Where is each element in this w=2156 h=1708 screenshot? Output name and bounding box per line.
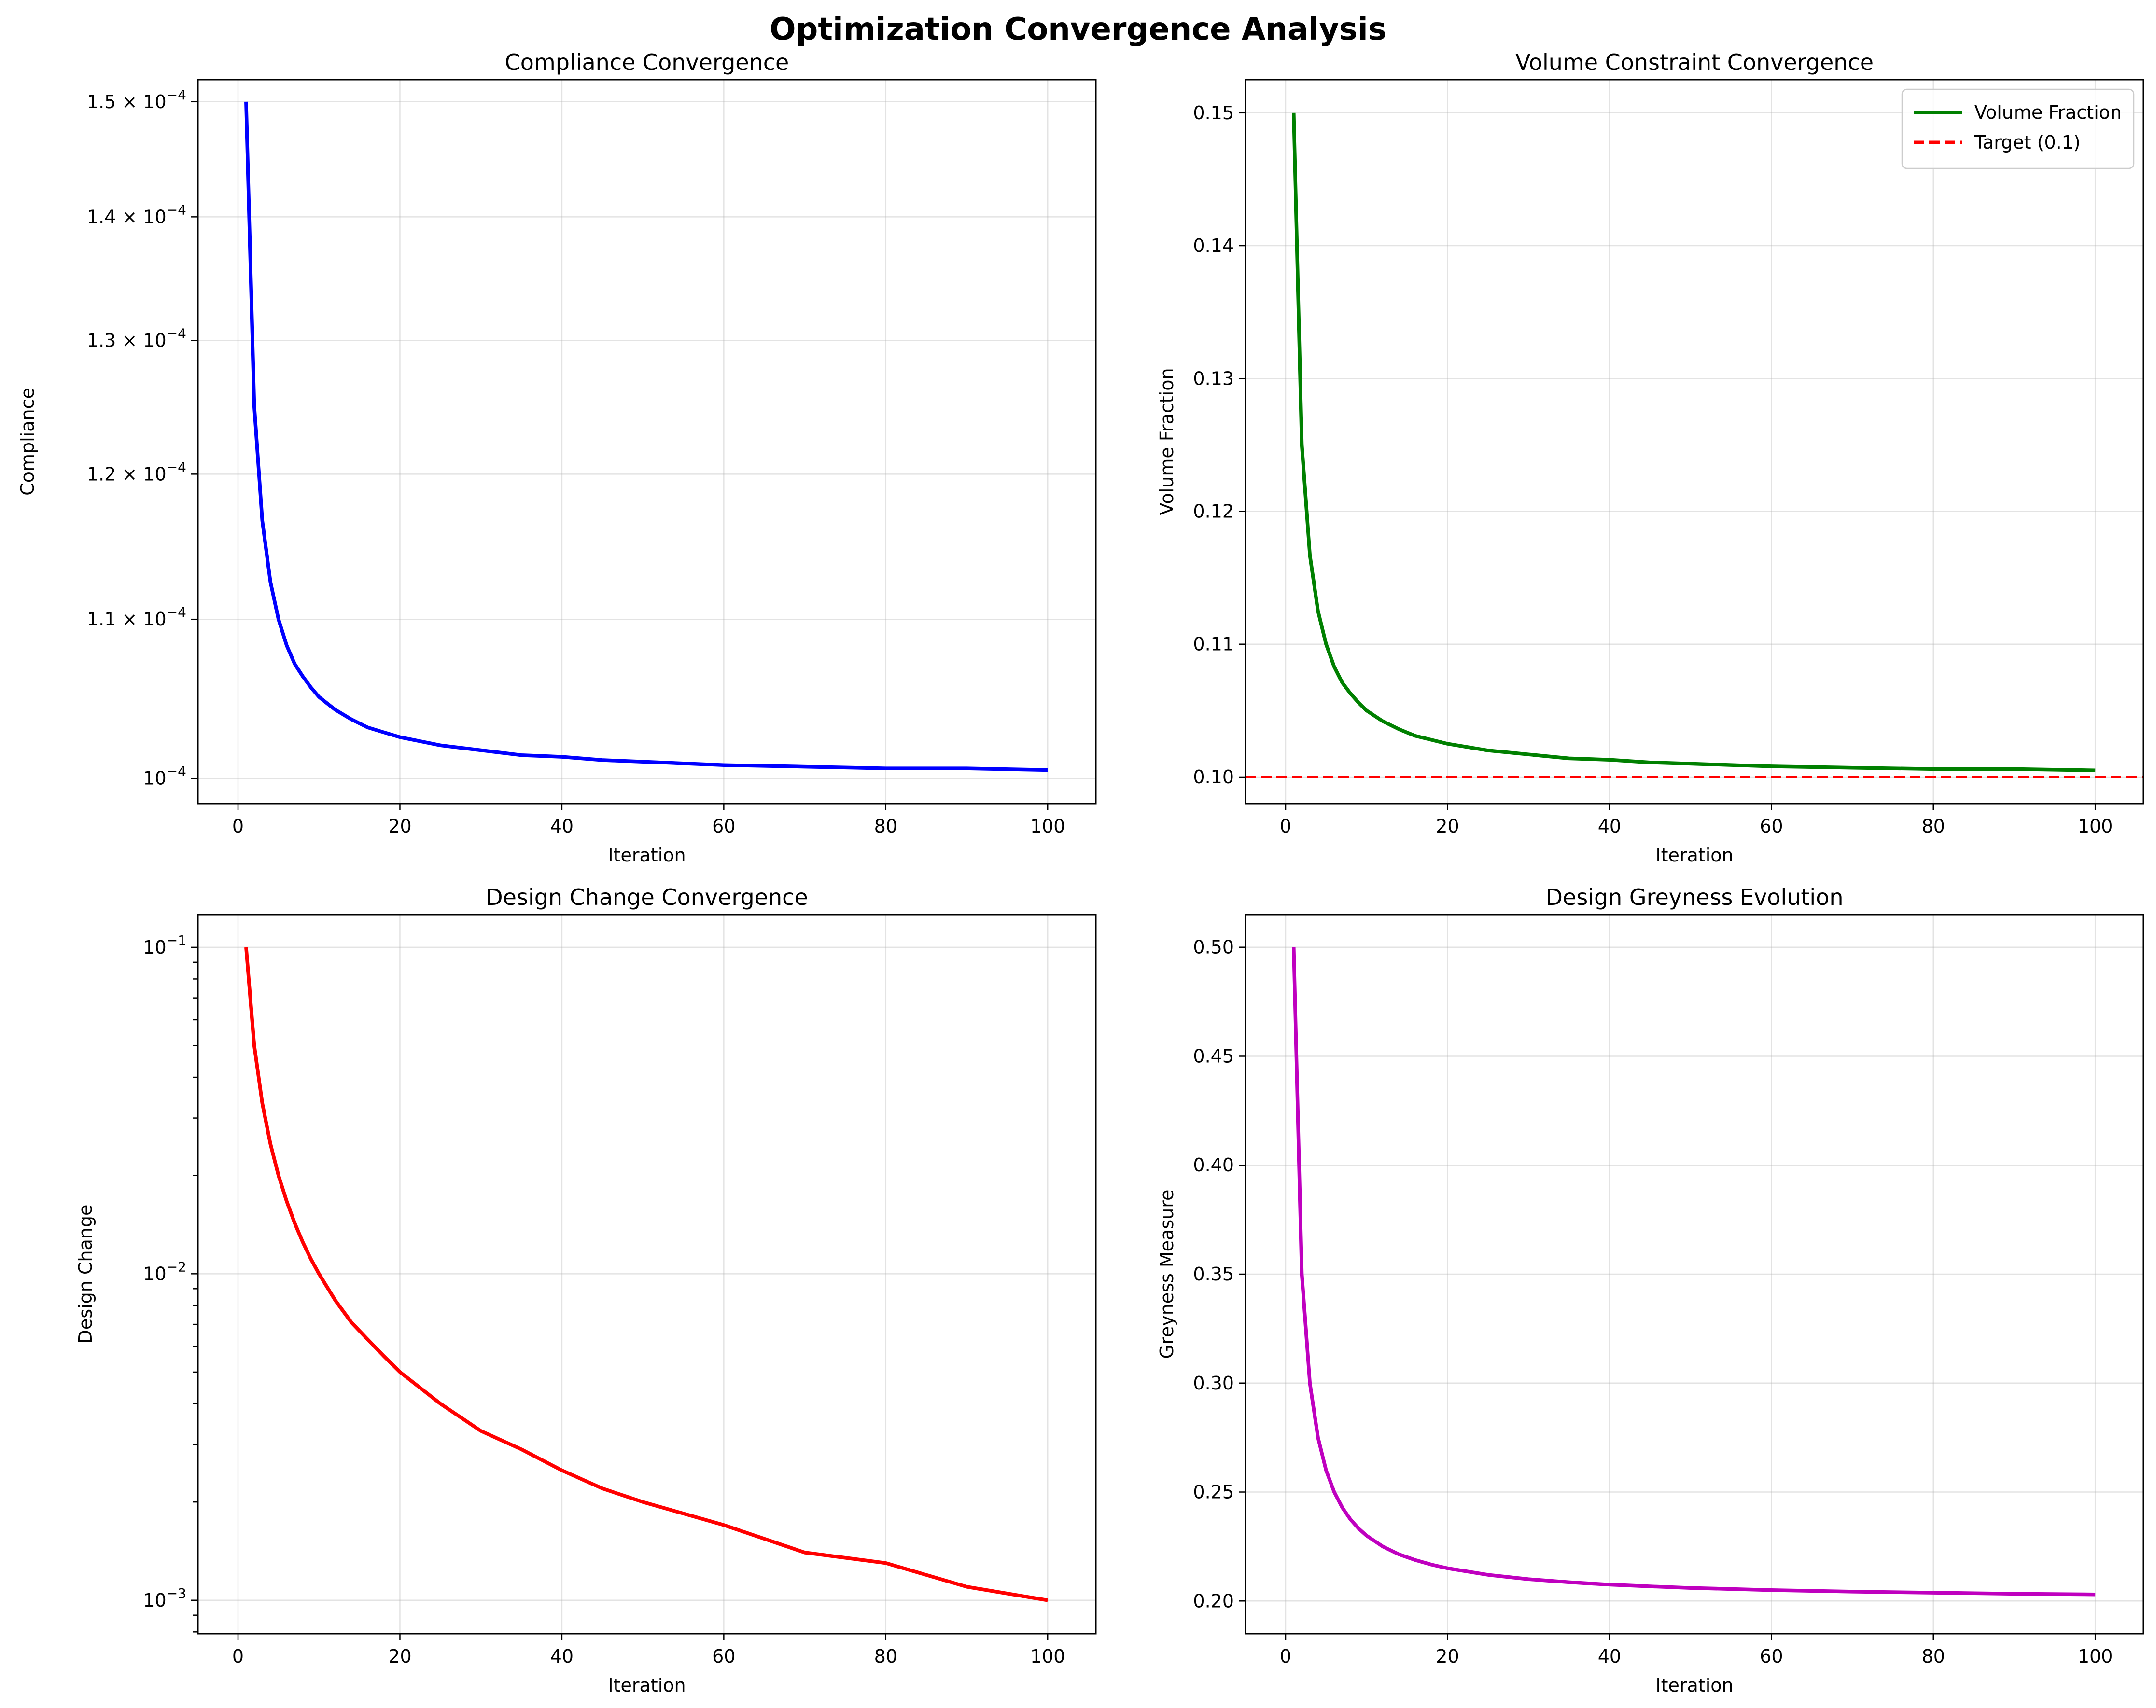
x-tick-label: 60: [712, 1646, 735, 1667]
y-tick-label: 0.50: [1193, 937, 1234, 958]
x-tick-label: 0: [232, 1646, 244, 1667]
x-tick-label: 40: [1598, 816, 1621, 837]
y-tick-mantissa: 1.5: [87, 91, 116, 112]
x-tick-label: 80: [1922, 1646, 1945, 1667]
series-line-0: [1292, 947, 2096, 1597]
x-tick-label: 40: [550, 816, 574, 837]
chart-greyness: 0 20 40 60 80 100 0.20 0.25 0.30 0.35 0.40 0.45 0.50…: [1156, 884, 2144, 1696]
y-tick-label: 10−1: [143, 932, 186, 958]
y-tick-label: 0.25: [1193, 1482, 1234, 1503]
y-tick-mantissa: 1.1: [87, 609, 116, 630]
y-axis-label: Compliance: [17, 388, 38, 496]
x-axis-label: Iteration: [608, 1675, 686, 1696]
y-tick-exponent: −4: [167, 87, 186, 103]
y-tick-mantissa: 1.4: [87, 206, 116, 227]
y-axis-label: Design Change: [75, 1205, 96, 1344]
y-tick-label: 0.13: [1193, 368, 1234, 389]
x-tick-label: 80: [1922, 816, 1945, 837]
legend: Volume Fraction Target (0.1): [1901, 88, 2135, 169]
y-tick-exponent: −4: [167, 459, 186, 475]
x-tick-label: 60: [1760, 1646, 1783, 1667]
y-tick-exponent: −3: [167, 1585, 186, 1601]
y-tick-label: 0.15: [1193, 102, 1234, 124]
x-axis-label: Iteration: [1655, 1675, 1733, 1696]
y-tick-label: 1.1 × 10−4: [87, 604, 186, 630]
x-tick-label: 0: [1280, 1646, 1291, 1667]
y-tick-label: 0.30: [1193, 1373, 1234, 1394]
y-tick-mantissa: 1.2: [87, 463, 116, 485]
x-tick-label: 100: [1030, 816, 1065, 837]
x-tick-label: 60: [1760, 816, 1783, 837]
y-tick-label: 1.4 × 10−4: [87, 202, 186, 227]
x-tick-label: 60: [712, 816, 735, 837]
series-line-0: [244, 947, 1048, 1602]
x-tick-label: 0: [232, 816, 244, 837]
plot-frame: [1245, 79, 2144, 805]
x-tick-label: 20: [1436, 816, 1459, 837]
y-tick-exponent: −4: [167, 764, 186, 779]
x-tick-label: 40: [550, 1646, 574, 1667]
y-tick-label: 0.45: [1193, 1045, 1234, 1067]
y-tick-label: 10−4: [143, 764, 186, 789]
y-tick-label: 0.40: [1193, 1154, 1234, 1176]
x-tick-label: 40: [1598, 1646, 1621, 1667]
y-tick-label: 0.11: [1193, 634, 1234, 655]
y-tick-label: 0.12: [1193, 500, 1234, 522]
x-axis-label: Iteration: [608, 845, 686, 866]
y-tick-label: 0.20: [1193, 1590, 1234, 1611]
figure-title: Optimization Convergence Analysis: [770, 12, 1386, 47]
y-tick-label: 1.5 × 10−4: [87, 87, 186, 112]
y-tick-exponent: −4: [167, 202, 186, 218]
y-tick-label: 10−2: [143, 1259, 186, 1284]
y-tick-label: 1.3 × 10−4: [87, 326, 186, 351]
chart-design-change: 0 20 40 60 80 100 10−3 10−2 10−1 Design Change Co…: [75, 884, 1097, 1696]
x-tick-label: 80: [874, 816, 897, 837]
chart-title: Design Greyness Evolution: [1545, 884, 1843, 910]
x-tick-label: 20: [388, 816, 411, 837]
y-tick-exponent: −4: [167, 326, 186, 342]
chart-title: Volume Constraint Convergence: [1515, 49, 1874, 75]
y-tick-mantissa: 1.3: [87, 330, 116, 351]
x-axis-label: Iteration: [1655, 845, 1733, 866]
chart-volume-fraction: 0 20 40 60 80 100 0.10 0.11 0.12 0.13 0.14 0.15 Volu…: [1156, 49, 2144, 866]
x-tick-label: 100: [2078, 1646, 2113, 1667]
y-tick-label: 10−3: [143, 1585, 186, 1611]
y-tick-label: 0.35: [1193, 1264, 1234, 1285]
legend-label-target-0-1: Target (0.1): [1974, 132, 2081, 153]
y-axis-label: Volume Fraction: [1156, 368, 1177, 515]
chart-compliance: 0 20 40 60 80 100 10−4 1.1 × 10−4 1.2 × 10−4 1.3 …: [17, 49, 1097, 866]
y-axis-label: Greyness Measure: [1156, 1190, 1177, 1359]
x-tick-label: 100: [1030, 1646, 1065, 1667]
x-tick-label: 20: [1436, 1646, 1459, 1667]
x-tick-label: 80: [874, 1646, 897, 1667]
chart-title: Design Change Convergence: [486, 884, 808, 910]
y-tick-label: 1.2 × 10−4: [87, 459, 186, 485]
plot-frame: [197, 79, 1097, 805]
chart-title: Compliance Convergence: [505, 49, 789, 75]
y-tick-exponent: −2: [167, 1259, 186, 1275]
x-tick-label: 0: [1280, 816, 1291, 837]
series-line-0: [244, 101, 1048, 772]
legend-label-volume-fraction: Volume Fraction: [1974, 102, 2122, 123]
x-tick-label: 100: [2078, 816, 2113, 837]
series-line-volume-fraction: [1292, 112, 2096, 772]
y-tick-exponent: −1: [167, 932, 186, 948]
y-tick-exponent: −4: [167, 604, 186, 620]
y-tick-label: 0.10: [1193, 766, 1234, 788]
legend-box: [1901, 88, 2135, 169]
x-tick-label: 20: [388, 1646, 411, 1667]
y-tick-label: 0.14: [1193, 235, 1234, 256]
